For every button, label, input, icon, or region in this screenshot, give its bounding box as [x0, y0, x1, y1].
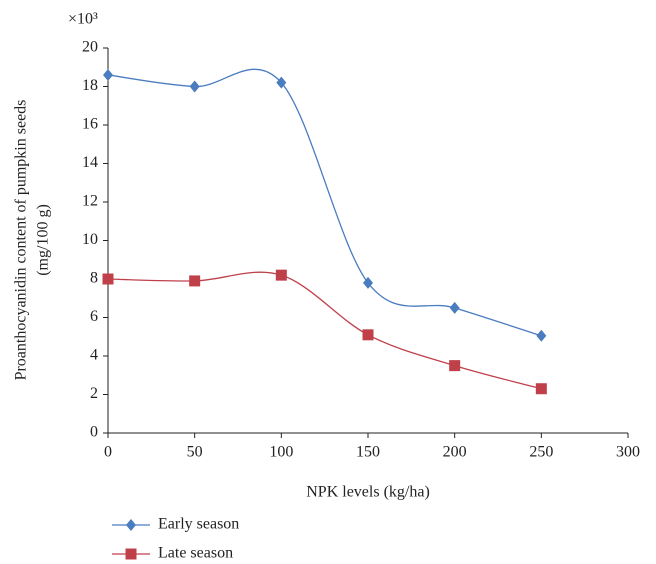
marker — [189, 80, 200, 93]
marker — [125, 548, 137, 560]
y-tick-label: 20 — [82, 39, 98, 56]
x-tick-label: 150 — [356, 444, 380, 461]
x-tick-label: 0 — [104, 444, 112, 461]
y-tick-label: 4 — [90, 347, 98, 364]
multiplier: ×10³ — [68, 11, 98, 28]
x-tick-label: 100 — [269, 444, 293, 461]
y-tick-label: 2 — [90, 385, 98, 402]
marker — [449, 360, 461, 372]
marker — [536, 329, 547, 342]
y-tick-label: 12 — [82, 193, 98, 210]
legend-label: Early season — [158, 516, 239, 533]
x-tick-label: 250 — [529, 444, 553, 461]
y-tick-label: 6 — [90, 308, 98, 325]
series-line — [107, 271, 542, 390]
marker — [103, 68, 113, 81]
legend-label: Late season — [158, 545, 233, 562]
y-tick-label: 16 — [82, 116, 98, 133]
marker — [535, 383, 547, 395]
y-tick-label: 10 — [82, 231, 98, 248]
x-tick-label: 300 — [616, 444, 640, 461]
x-axis-label: NPK levels (kg/ha) — [306, 484, 430, 501]
marker — [189, 275, 201, 287]
y-axis-label: Proanthocyanidin content of pumpkin seed… — [13, 100, 30, 381]
marker — [276, 76, 287, 89]
series-line — [107, 68, 542, 337]
y-axis-label: (mg/100 g) — [35, 204, 52, 276]
marker — [275, 269, 287, 281]
y-tick-label: 18 — [82, 77, 98, 94]
marker — [102, 273, 114, 285]
x-tick-label: 50 — [187, 444, 203, 461]
y-tick-label: 0 — [90, 424, 98, 441]
marker — [126, 519, 136, 531]
x-tick-label: 200 — [443, 444, 467, 461]
marker — [363, 276, 373, 289]
y-tick-label: 14 — [82, 154, 98, 171]
y-tick-label: 8 — [90, 270, 98, 287]
marker — [449, 301, 460, 314]
marker — [362, 329, 374, 341]
